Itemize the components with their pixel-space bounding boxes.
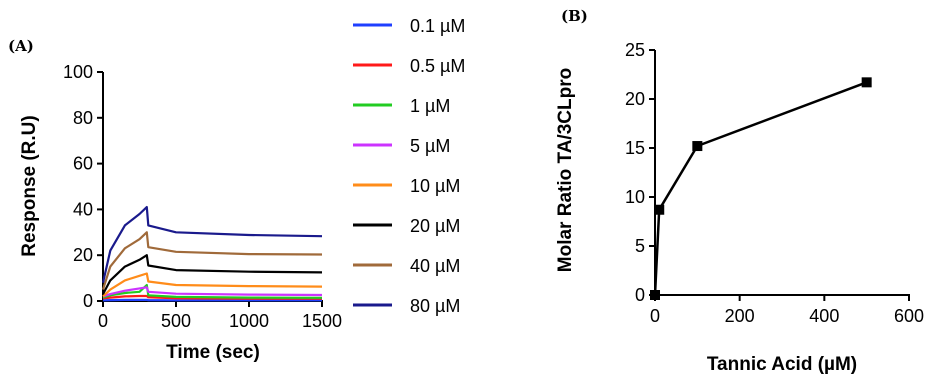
panel-a-x-axis-title: Time (sec) <box>166 342 260 363</box>
series-line <box>101 206 323 283</box>
data-point-marker <box>692 141 703 152</box>
x-tick-label: 200 <box>725 306 755 326</box>
y-tick-label: 10 <box>625 187 645 207</box>
legend-label: 0.5 µM <box>410 56 465 76</box>
panel-b-label: (B) <box>561 7 588 25</box>
panel-b-chart: (B) 0 5 10 15 20 25 0 200 400 600 Molar Ratio TA/… <box>555 7 924 375</box>
legend-label: 0.1 µM <box>410 16 465 36</box>
legend-label: 20 µM <box>410 216 460 236</box>
y-tick-label: 5 <box>635 236 645 256</box>
x-tick-label: 1500 <box>302 311 342 331</box>
data-point-marker <box>650 290 660 300</box>
y-tick-label: 20 <box>73 245 93 265</box>
data-point-marker <box>861 77 872 88</box>
y-tick-label: 60 <box>73 154 93 174</box>
y-tick-label: 80 <box>73 108 93 128</box>
panel-b-x-axis-title: Tannic Acid (µM) <box>707 354 857 375</box>
y-tick-label: 100 <box>63 62 93 82</box>
x-tick-label: 600 <box>894 306 924 326</box>
x-tick-label: 400 <box>809 306 839 326</box>
x-tick-label: 0 <box>650 306 660 326</box>
x-tick-label: 0 <box>98 311 108 331</box>
panel-a-y-axis-title: Response (R.U) <box>19 115 40 256</box>
legend-label: 1 µM <box>410 96 450 116</box>
y-tick-label: 25 <box>625 40 645 60</box>
series-line <box>102 254 323 295</box>
series-line <box>102 294 322 300</box>
y-tick-label: 0 <box>635 285 645 305</box>
series-line <box>102 286 323 298</box>
panel-a-label: (A) <box>8 37 34 55</box>
legend-label: 5 µM <box>410 136 450 156</box>
legend-label: 40 µM <box>410 256 460 276</box>
y-tick-label: 15 <box>625 138 645 158</box>
panel-a-legend: 0.1 µM 0.5 µM 1 µM 5 µM 10 µM 20 µM 40 µM 80 µM <box>353 16 465 316</box>
x-tick-label: 1000 <box>229 311 269 331</box>
series-line <box>102 283 323 299</box>
data-point-marker <box>654 204 665 215</box>
series-line <box>102 272 323 298</box>
series-line <box>101 231 323 290</box>
y-tick-label: 20 <box>625 89 645 109</box>
panel-b-y-axis-title: Molar Ratio TA/3CLpro <box>555 68 576 272</box>
legend-label: 80 µM <box>410 296 460 316</box>
legend-label: 10 µM <box>410 176 460 196</box>
y-tick-label: 0 <box>83 291 93 311</box>
y-tick-label: 40 <box>73 199 93 219</box>
series-line <box>653 81 868 296</box>
x-tick-label: 500 <box>161 311 191 331</box>
